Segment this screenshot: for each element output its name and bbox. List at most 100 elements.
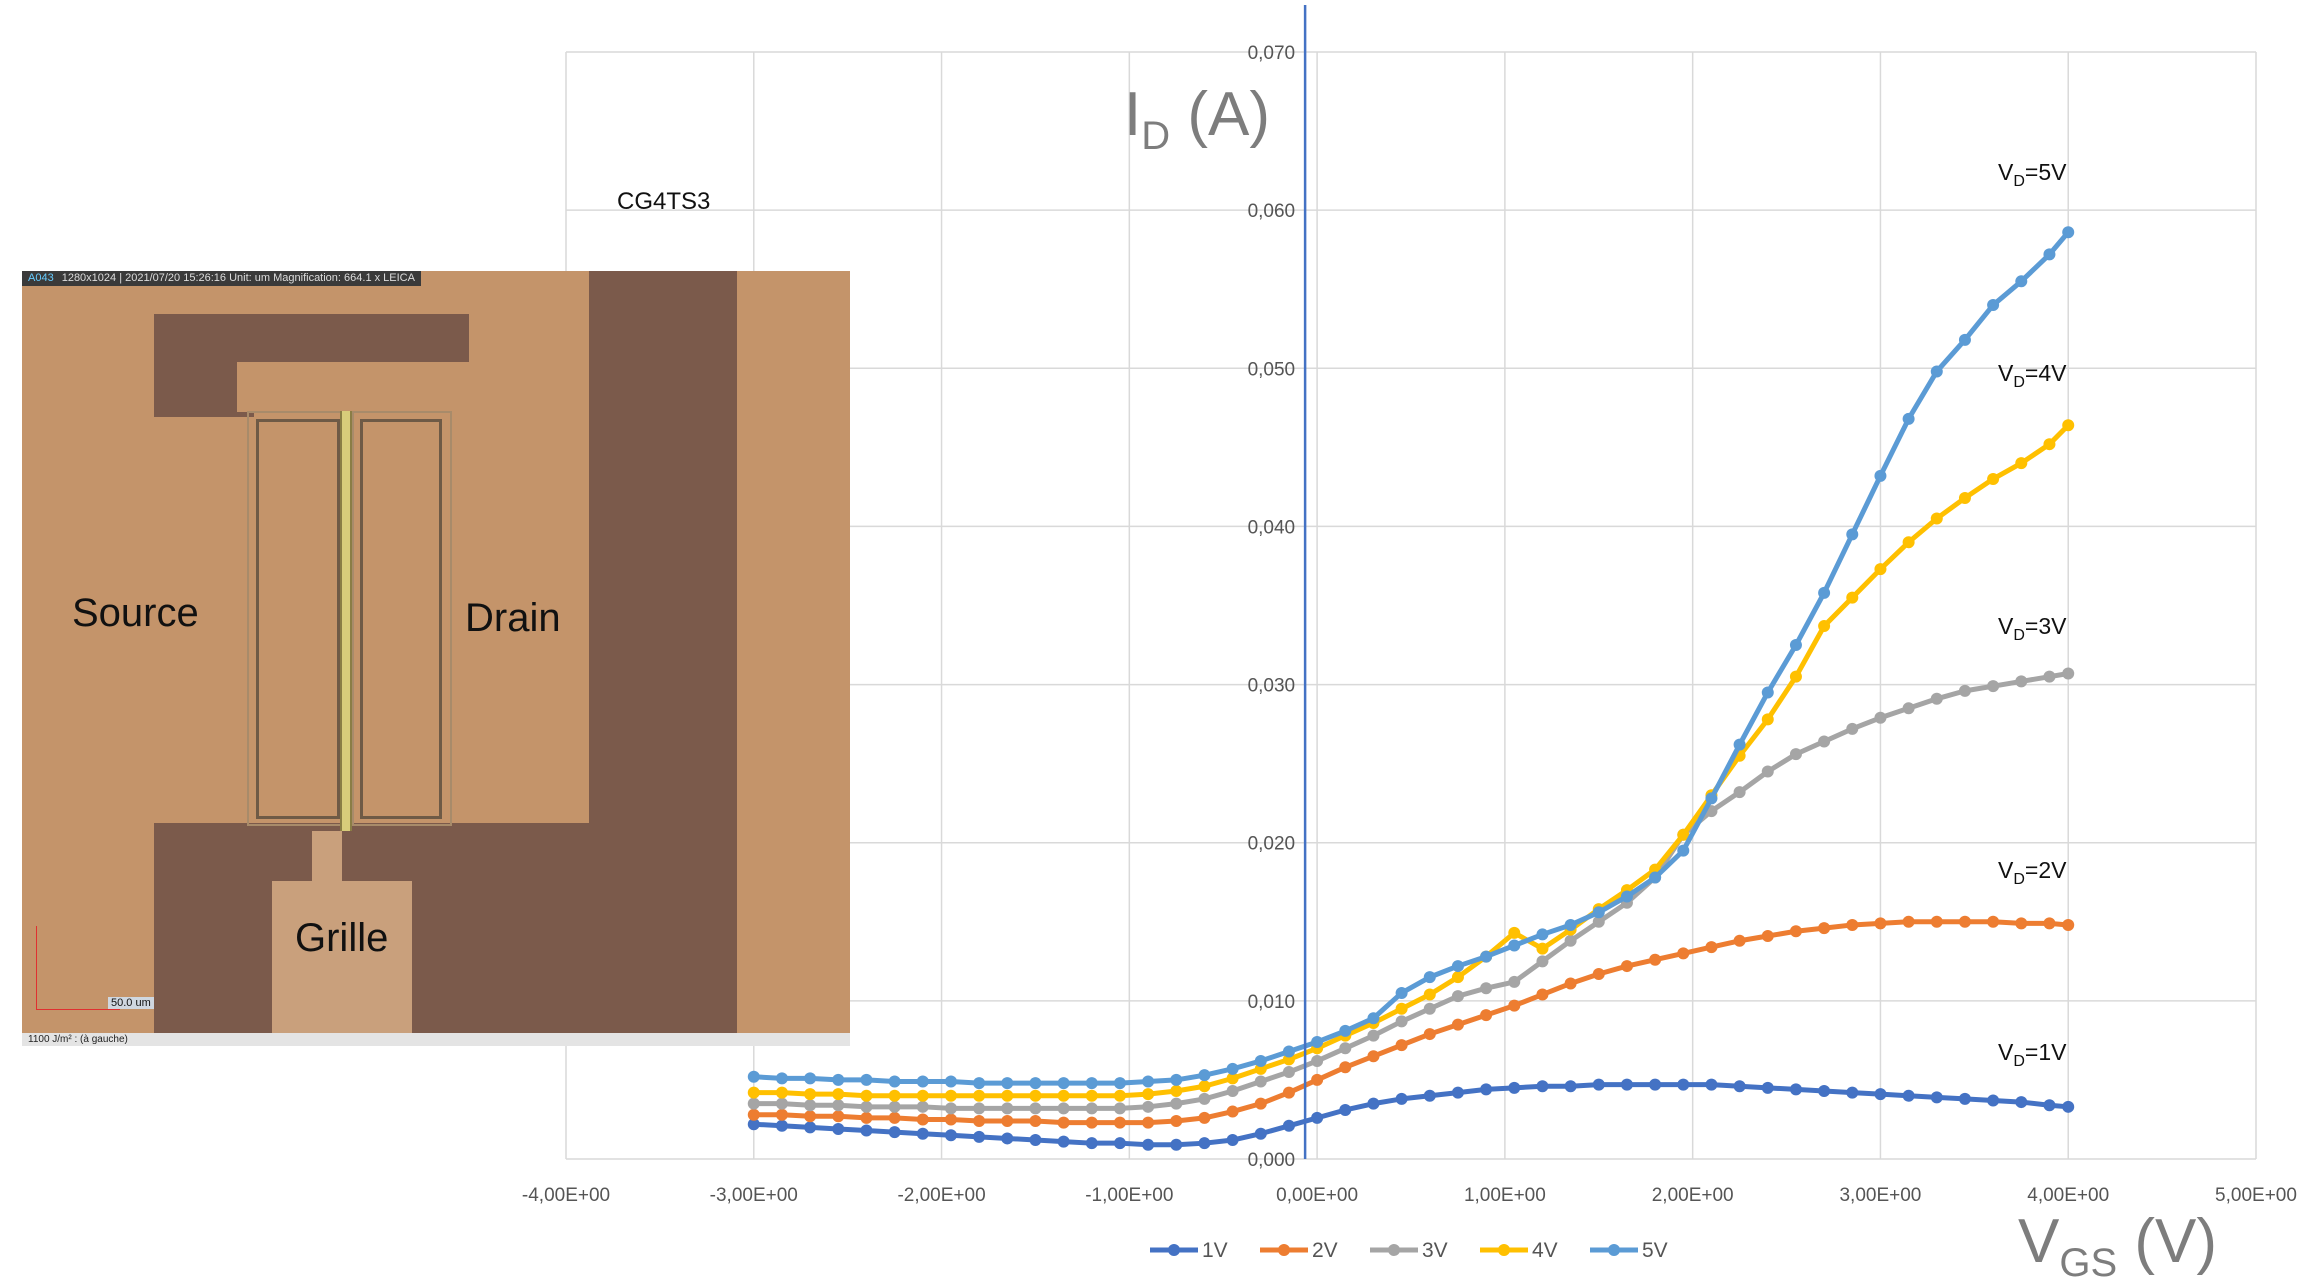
data-point-3V [1198,1092,1211,1105]
data-point-5V [1902,412,1915,425]
y-tick-label: 0,050 [1248,359,1296,380]
data-point-3V [1536,955,1549,968]
data-point-5V [832,1073,845,1086]
data-point-2V [1001,1115,1014,1128]
data-point-3V [1085,1102,1098,1115]
data-point-3V [1902,702,1915,715]
y-tick-label: 0,000 [1248,1150,1296,1171]
data-point-2V [1367,1050,1380,1063]
data-point-3V [944,1102,957,1115]
data-point-3V [832,1099,845,1112]
data-point-4V [1874,563,1887,576]
series-line-5V [753,230,2071,1086]
y-tick-label: 0,030 [1248,676,1296,697]
data-point-2V [944,1113,957,1126]
curve-label-3v: VD=3V [1998,613,2067,644]
data-point-2V [1395,1039,1408,1052]
y-tick-label: 0,020 [1248,834,1296,855]
data-point-4V [1536,942,1549,955]
data-point-2V [1930,915,1943,928]
data-point-1V [832,1122,845,1135]
curve-label-1v: VD=1V [1998,1039,2067,1070]
data-point-5V [2015,275,2028,288]
data-point-2V [2043,917,2056,930]
data-point-1V [2015,1096,2028,1109]
data-point-2V [860,1111,873,1124]
data-point-3V [1451,990,1464,1003]
data-point-4V [1057,1089,1070,1102]
data-point-4V [1113,1089,1126,1102]
data-point-1V [1564,1080,1577,1093]
data-point-4V [747,1086,760,1099]
data-point-2V [1846,918,1859,931]
data-point-2V [1705,941,1718,954]
data-point-4V [1198,1080,1211,1093]
data-point-1V [1029,1134,1042,1147]
data-point-1V [775,1119,788,1132]
data-point-1V [1254,1127,1267,1140]
scale-label: 50.0 um [108,997,154,1009]
data-point-2V [888,1111,901,1124]
chart-legend: 1V 2V 3V 4V 5V [1150,1239,1668,1262]
data-point-3V [1733,786,1746,799]
legend-label-4V: 4V [1532,1239,1558,1262]
x-tick-label: -3,00E+00 [710,1185,798,1206]
data-point-3V [1564,934,1577,947]
data-point-5V [1029,1077,1042,1090]
series-4V [747,419,2075,1102]
data-point-2V [1170,1115,1183,1128]
data-point-1V [1592,1078,1605,1091]
data-point-3V [1142,1100,1155,1113]
data-point-3V [916,1100,929,1113]
data-point-2V [973,1115,986,1128]
data-point-5V [2062,226,2075,239]
data-point-2V [1789,925,1802,938]
data-point-1V [1705,1078,1718,1091]
source-pad-bar [154,314,469,362]
microscope-footer: 1100 J/m² : (à gauche) [22,1033,850,1046]
data-point-3V [1282,1066,1295,1079]
data-point-4V [1395,1002,1408,1015]
data-point-3V [1761,765,1774,778]
data-point-2V [2015,917,2028,930]
data-point-5V [916,1075,929,1088]
data-point-5V [775,1072,788,1085]
microscope-status-bar: A043 1280x1024 | 2021/07/20 15:26:16 Unit… [22,271,421,286]
data-point-2V [1508,999,1521,1012]
data-point-4V [888,1089,901,1102]
data-point-5V [1508,939,1521,952]
data-point-4V [973,1089,986,1102]
data-point-2V [1761,930,1774,943]
scale-bar-vertical [36,926,37,1010]
data-point-1V [1057,1135,1070,1148]
data-point-1V [1198,1137,1211,1150]
data-point-1V [1874,1088,1887,1101]
data-point-1V [804,1121,817,1134]
data-point-3V [1254,1075,1267,1088]
data-point-2V [1311,1073,1324,1086]
legend-label-3V: 3V [1422,1239,1448,1262]
chart-series [747,226,2075,1151]
data-point-1V [1423,1089,1436,1102]
data-point-5V [1423,971,1436,984]
data-point-4V [916,1089,929,1102]
data-point-3V [804,1099,817,1112]
data-point-4V [1170,1084,1183,1097]
data-point-4V [1085,1089,1098,1102]
data-point-2V [1649,953,1662,966]
data-point-2V [1423,1028,1436,1041]
data-point-4V [1987,472,2000,485]
data-point-1V [916,1127,929,1140]
data-point-3V [2062,667,2075,680]
data-point-1V [973,1130,986,1143]
x-tick-label: 5,00E+00 [2215,1185,2297,1206]
data-point-5V [1846,528,1859,541]
data-point-5V [1339,1024,1352,1037]
data-point-3V [860,1100,873,1113]
data-point-3V [1001,1102,1014,1115]
data-point-1V [1170,1138,1183,1151]
data-point-1V [1649,1078,1662,1091]
data-point-3V [1508,975,1521,988]
data-point-3V [1987,680,2000,693]
data-point-1V [1677,1078,1690,1091]
